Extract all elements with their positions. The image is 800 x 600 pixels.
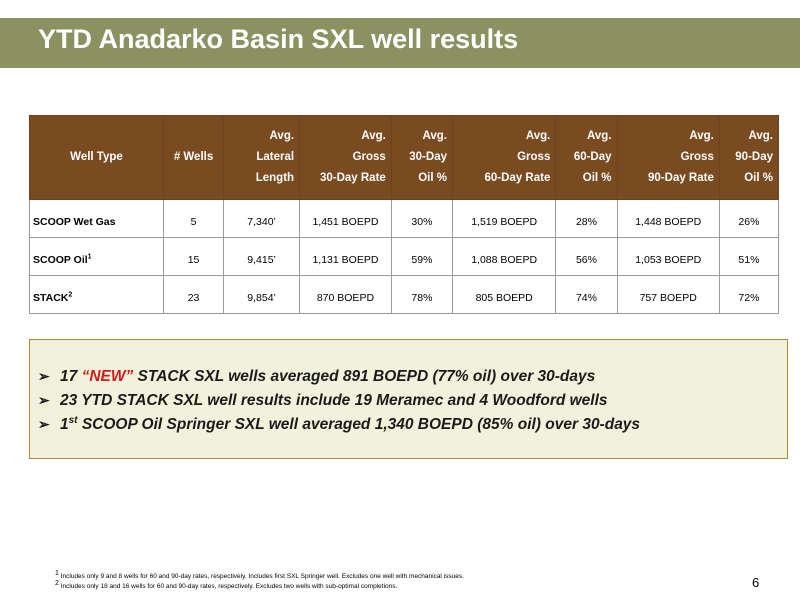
table-cell-rate30: 1,131 BOEPD: [299, 237, 392, 276]
table-cell-oil30: 78%: [390, 275, 453, 314]
table-cell-lateral: 9,854’: [223, 275, 301, 314]
column-header-line: Gross: [352, 151, 386, 163]
table-header-row: Well Type # Wells Avg. Lateral Length Avg. Gro…: [29, 115, 780, 200]
new-highlight: “NEW”: [81, 368, 134, 385]
bullet-point: ➢ 1st SCOOP Oil Springer SXL well average…: [38, 414, 641, 434]
table-cell-oil60: 74%: [555, 275, 618, 314]
table-cell-rate30: 1,451 BOEPD: [299, 199, 392, 238]
bullet-text: 1: [60, 416, 69, 433]
column-header-line: 60-Day Rate: [484, 172, 551, 184]
table-row: STACK2 23 9,854’ 870 BOEPD 78% 805 BOEPD 74% 75…: [29, 275, 780, 314]
column-header: Avg. 90-Day Oil %: [718, 115, 780, 200]
column-header: Avg. Gross 90-Day Rate: [616, 115, 720, 200]
table-cell-oil90: 51%: [718, 237, 780, 276]
bullet-text: 23 YTD STACK SXL well results include 19…: [60, 392, 608, 409]
bullet-point: ➢ 23 YTD STACK SXL well results include 1…: [38, 392, 608, 410]
bullet-text: 17: [60, 368, 82, 385]
arrow-bullet-icon: ➢: [38, 392, 50, 408]
table-cell-oil30: 30%: [390, 199, 453, 238]
footnote-text: Includes only 18 and 16 wells for 60 and…: [58, 583, 398, 590]
table-cell-rate60: 1,519 BOEPD: [451, 199, 557, 238]
column-header: Well Type: [29, 115, 164, 200]
column-header: Avg. 60-Day Oil %: [555, 115, 618, 200]
column-header-line: Avg.: [361, 130, 386, 142]
column-header-line: Oil %: [418, 172, 447, 184]
well-type-label: STACK: [33, 291, 69, 304]
footnote-number: 1: [55, 569, 59, 577]
column-header-line: 60-Day: [573, 151, 612, 163]
table-row: SCOOP Oil1 15 9,415’ 1,131 BOEPD 59% 1,088 BO…: [29, 237, 780, 276]
bullet-point: ➢ 17 “NEW” STACK SXL wells averaged 891 B…: [38, 368, 595, 386]
well-type-label: SCOOP Oil: [33, 253, 88, 266]
well-type-cell: STACK2: [29, 275, 164, 314]
table-cell-oil90: 26%: [718, 199, 780, 238]
column-header-line: Avg.: [689, 130, 714, 142]
column-header: Avg. Gross 60-Day Rate: [451, 115, 557, 200]
column-header-line: 90-Day: [735, 151, 773, 163]
table-cell-rate90: 1,448 BOEPD: [616, 199, 720, 238]
footnotes: 1 Includes only 9 and 8 wells for 60 and…: [55, 569, 464, 592]
column-header-line: Avg.: [422, 130, 447, 142]
table-cell-wells: 23: [162, 275, 225, 314]
title-bar: [0, 18, 800, 68]
table-row: SCOOP Wet Gas 5 7,340’ 1,451 BOEPD 30% 1,519 …: [29, 199, 780, 238]
footnote-marker: 1: [87, 253, 92, 260]
key-points-box: ➢ 17 “NEW” STACK SXL wells averaged 891 B…: [29, 339, 788, 459]
ordinal-superscript: st: [68, 414, 78, 426]
well-type-cell: SCOOP Oil1: [29, 237, 164, 276]
table-cell-lateral: 9,415’: [223, 237, 301, 276]
footnote-marker: 2: [68, 291, 73, 298]
table-cell-rate90: 1,053 BOEPD: [616, 237, 720, 276]
column-header-line: Lateral: [256, 151, 295, 163]
footnote-text: Includes only 9 and 8 wells for 60 and 9…: [58, 573, 464, 580]
table-cell-wells: 15: [162, 237, 225, 276]
column-header-line: Oil %: [744, 172, 773, 184]
table-cell-rate30: 870 BOEPD: [299, 275, 392, 314]
column-header-line: Avg.: [525, 130, 551, 142]
column-header: Avg. Lateral Length: [223, 115, 301, 200]
column-header-line: # Wells: [173, 151, 214, 163]
column-header-line: Avg.: [587, 130, 612, 142]
arrow-bullet-icon: ➢: [38, 368, 50, 384]
bullet-text: SCOOP Oil Springer SXL well averaged 1,3…: [77, 416, 641, 433]
column-header-line: Gross: [517, 151, 551, 163]
column-header-line: Gross: [680, 151, 714, 163]
footnote-number: 2: [55, 579, 59, 587]
column-header-line: 90-Day Rate: [648, 172, 714, 184]
column-header-line: 30-Day: [409, 151, 447, 163]
table-cell-rate60: 1,088 BOEPD: [451, 237, 557, 276]
table-cell-wells: 5: [162, 199, 225, 238]
column-header-line: Well Type: [70, 151, 123, 163]
bullet-text: STACK SXL wells averaged 891 BOEPD (77% …: [133, 368, 596, 385]
column-header: Avg. 30-Day Oil %: [390, 115, 453, 200]
table-cell-oil90: 72%: [718, 275, 780, 314]
table-cell-rate90: 757 BOEPD: [616, 275, 720, 314]
well-type-cell: SCOOP Wet Gas: [29, 199, 164, 238]
column-header-line: 30-Day Rate: [319, 172, 386, 184]
well-type-label: SCOOP Wet Gas: [33, 215, 116, 228]
well-results-table: Well Type # Wells Avg. Lateral Length Avg. Gro…: [29, 115, 780, 314]
page-number: 6: [752, 575, 760, 590]
table-cell-oil30: 59%: [390, 237, 453, 276]
column-header-line: Oil %: [582, 172, 612, 184]
table-cell-oil60: 28%: [555, 199, 618, 238]
slide-title: YTD Anadarko Basin SXL well results: [38, 24, 519, 54]
column-header-line: Avg.: [748, 130, 774, 142]
arrow-bullet-icon: ➢: [38, 416, 50, 432]
table-cell-rate60: 805 BOEPD: [451, 275, 557, 314]
column-header: # Wells: [162, 115, 225, 200]
table-cell-oil60: 56%: [555, 237, 618, 276]
table-cell-lateral: 7,340’: [223, 199, 301, 238]
column-header-line: Avg.: [269, 130, 295, 142]
column-header-line: Length: [255, 172, 295, 184]
footnote-2: 2 Includes only 18 and 16 wells for 60 a…: [55, 579, 464, 592]
footnote-1: 1 Includes only 9 and 8 wells for 60 and…: [55, 569, 464, 582]
column-header: Avg. Gross 30-Day Rate: [299, 115, 392, 200]
